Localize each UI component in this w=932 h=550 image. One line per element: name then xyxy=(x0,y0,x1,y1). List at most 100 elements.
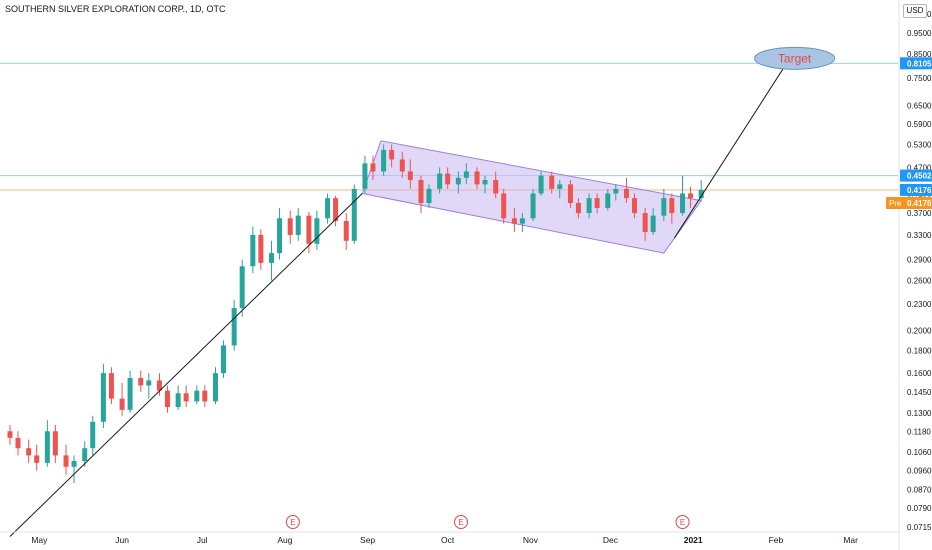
candle-body xyxy=(669,198,675,214)
candle-71 xyxy=(669,193,675,224)
time-tick-label: Sep xyxy=(360,535,375,545)
candle-body xyxy=(482,179,488,185)
earnings-letter: E xyxy=(290,518,295,527)
price-tick-label: 0.4700 xyxy=(907,163,932,172)
candle-11 xyxy=(108,367,114,405)
candle-56 xyxy=(530,188,536,221)
candle-27 xyxy=(258,229,264,270)
candle-body xyxy=(605,193,611,208)
earnings-circle[interactable] xyxy=(285,515,300,529)
candle-body xyxy=(445,173,451,185)
price-badge-bg xyxy=(900,169,932,182)
candle-52 xyxy=(493,171,499,199)
candle-51 xyxy=(482,175,488,194)
candle-2 xyxy=(26,439,32,463)
candle-21 xyxy=(202,385,208,408)
candle-46 xyxy=(437,167,443,194)
candle-60 xyxy=(567,179,573,208)
candle-39 xyxy=(370,155,376,180)
candle-body xyxy=(52,431,58,456)
candle-body xyxy=(333,198,339,221)
candle-body xyxy=(389,149,395,160)
time-axis: May Jun Jul Aug Sep Oct Nov Dec 2021 Feb Mar xyxy=(0,531,899,545)
price-badge-1: 0.4502 xyxy=(900,169,932,182)
price-tick-label: 0.3700 xyxy=(907,209,932,218)
candle-body xyxy=(119,398,125,410)
candle-4 xyxy=(44,420,50,467)
candle-61 xyxy=(575,198,581,219)
price-badge-label: 0.4502 xyxy=(907,172,932,181)
time-tick-label: Jun xyxy=(115,535,129,545)
candle-35 xyxy=(333,195,339,227)
price-tick-label: 0.1300 xyxy=(907,409,932,418)
candle-62 xyxy=(586,193,592,219)
candle-body xyxy=(698,189,704,199)
candle-body xyxy=(623,188,629,199)
candle-58 xyxy=(549,171,555,194)
candle-body xyxy=(82,448,88,461)
candle-69 xyxy=(650,207,656,235)
candle-32 xyxy=(306,212,312,254)
price-tick-label: 0.7500 xyxy=(907,74,932,83)
candle-0 xyxy=(7,424,13,445)
price-badge-3: Pre 0.4176 xyxy=(886,196,932,209)
candle-23 xyxy=(220,340,226,378)
earnings-circle[interactable] xyxy=(454,515,469,529)
projection-line[interactable] xyxy=(674,63,788,239)
price-tick-label: 0.1180 xyxy=(907,427,931,436)
candle-body xyxy=(287,218,293,235)
candle-body xyxy=(463,171,469,178)
price-tick-label: 0.2900 xyxy=(907,256,932,265)
candle-53 xyxy=(501,188,507,224)
time-tick-label: Feb xyxy=(769,535,784,545)
candle-body xyxy=(7,431,13,438)
candle-body xyxy=(399,159,405,172)
candle-body xyxy=(343,220,349,241)
earnings-marker-1[interactable]: E xyxy=(454,515,469,529)
earnings-marker-0[interactable]: E xyxy=(285,515,300,529)
candle-body xyxy=(183,393,189,402)
candle-body xyxy=(127,377,133,410)
candle-45 xyxy=(426,184,432,208)
candle-63 xyxy=(594,193,600,214)
candle-body xyxy=(146,380,152,386)
candle-body xyxy=(549,175,555,189)
price-badge-bg xyxy=(900,57,932,70)
candle-9 xyxy=(90,415,96,456)
uptrend-line[interactable] xyxy=(9,193,363,537)
price-tick-label: 0.8500 xyxy=(907,50,932,59)
price-tick-label: 0.0870 xyxy=(907,485,932,494)
time-tick-label: Dec xyxy=(603,535,619,545)
candle-body xyxy=(90,421,96,449)
price-badge-label: 0.4176 xyxy=(907,186,932,195)
candle-body xyxy=(575,203,581,214)
candle-54 xyxy=(511,207,517,233)
candle-body xyxy=(557,184,563,189)
currency-button[interactable]: USD xyxy=(903,4,927,18)
price-tick-label: 0.5900 xyxy=(907,120,932,129)
earnings-circle[interactable] xyxy=(675,515,690,529)
candle-50 xyxy=(474,167,480,189)
candle-body xyxy=(586,198,592,214)
candle-body xyxy=(306,215,312,244)
price-badge-label: 0.8105 xyxy=(907,59,932,68)
candle-body xyxy=(407,171,413,180)
candle-18 xyxy=(175,385,181,410)
price-badge-bg xyxy=(886,196,932,209)
candle-body xyxy=(631,198,637,214)
candle-body xyxy=(194,390,200,402)
target-ellipse[interactable] xyxy=(754,46,836,70)
earnings-marker-2[interactable]: E xyxy=(675,515,690,529)
candle-65 xyxy=(613,184,619,201)
candle-body xyxy=(351,188,357,241)
candle-64 xyxy=(605,188,611,211)
candle-body xyxy=(220,345,226,374)
price-badge-2: 0.4176 xyxy=(900,183,932,196)
candles xyxy=(7,144,704,484)
candle-body xyxy=(63,455,69,467)
price-axis: 1.05000.95000.85000.75000.65000.59000.53… xyxy=(898,0,932,550)
candle-body xyxy=(202,390,208,402)
candle-body xyxy=(156,380,162,391)
price-tick-label: 0.9500 xyxy=(907,29,932,38)
